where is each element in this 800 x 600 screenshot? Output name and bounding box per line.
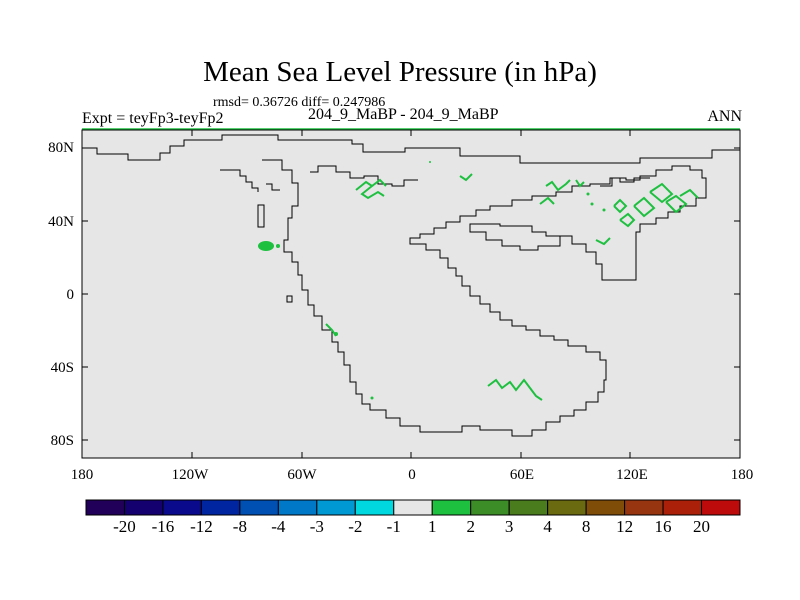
colorbar-label: 3 <box>504 517 514 536</box>
contour-siberia-2 <box>545 179 571 192</box>
contour-atlantic-1 <box>355 180 385 200</box>
colorbar-label: -8 <box>232 517 247 536</box>
colorbar-swatch <box>316 499 356 516</box>
island-2 <box>286 295 293 303</box>
colorbar-swatch <box>200 499 241 516</box>
colorbar-label: 16 <box>654 517 672 536</box>
contour-asia-1 <box>539 196 555 205</box>
contour-asia-7 <box>665 194 688 214</box>
contour-asia-5 <box>633 196 656 218</box>
case-names: 204_9_MaBP - 204_9_MaBP <box>308 106 499 123</box>
contour-atlantic-2 <box>371 178 387 187</box>
season-label: ANN <box>707 108 742 125</box>
contour-dot-5 <box>590 202 594 206</box>
contour-asia-3 <box>613 198 628 214</box>
colorbar-swatch <box>354 499 395 516</box>
lon-label-0: 0 <box>408 467 416 483</box>
colorbar-swatch <box>123 499 164 516</box>
lon-label-120e: 120E <box>616 467 648 483</box>
lat-label-40s: 40S <box>50 360 74 376</box>
contour-dot-2 <box>370 396 374 400</box>
contour-siberia-1 <box>459 173 473 182</box>
colorbar-swatch <box>162 499 202 516</box>
contour-fill-pacific <box>258 241 274 251</box>
colorbar <box>85 499 741 516</box>
lon-label-180w: 180 <box>70 467 94 483</box>
coastline-fragment-2 <box>266 183 280 191</box>
lat-label-80n: 80N <box>48 140 74 156</box>
contour-asia-6 <box>649 182 674 204</box>
lon-ticks <box>191 130 631 458</box>
lon-label-120w: 120W <box>171 467 209 483</box>
contour-dot-6 <box>429 161 431 163</box>
colorbar-swatch <box>662 499 703 516</box>
colorbar-label: -4 <box>271 517 286 536</box>
coastline-fragment-1 <box>220 169 259 192</box>
lat-label-80s: 80S <box>50 433 74 449</box>
colorbar-label: -2 <box>348 517 363 536</box>
lat-label-0: 0 <box>66 287 75 303</box>
colorbar-label: 8 <box>581 517 591 536</box>
island-1 <box>257 204 265 228</box>
contour-dot-3 <box>586 192 590 196</box>
colorbar-swatch <box>508 499 549 516</box>
colorbar-label: 2 <box>466 517 475 536</box>
colorbar-swatch <box>547 499 587 516</box>
colorbar-label: -20 <box>113 517 136 536</box>
lon-label-60e: 60E <box>509 467 535 483</box>
colorbar-label: -12 <box>190 517 213 536</box>
coastlines <box>82 134 740 437</box>
colorbar-swatch <box>393 499 433 516</box>
experiment-label: Expt = teyFp3-teyFp2 <box>82 110 224 127</box>
colorbar-label: -16 <box>151 517 175 536</box>
stats-line: rmsd= 0.36726 diff= 0.247986 <box>213 95 386 110</box>
colorbar-label: -1 <box>386 517 401 536</box>
map-background <box>82 130 740 458</box>
lat-label-40n: 40N <box>48 214 74 230</box>
positive-contour-fills <box>258 161 606 400</box>
colorbar-swatch <box>239 499 279 516</box>
lat-ticks <box>82 147 740 441</box>
colorbar-label: 1 <box>427 517 437 536</box>
colorbar-swatch <box>701 499 741 516</box>
coastline-arctic-lobe-1 <box>310 165 418 187</box>
contour-dot-4 <box>602 208 606 212</box>
colorbar-swatch <box>585 499 626 516</box>
contour-asia-4 <box>619 212 636 228</box>
contour-dot-1 <box>276 244 280 248</box>
contour-siberia-3 <box>575 179 585 188</box>
coastline-polar <box>82 134 740 164</box>
colorbar-label: 12 <box>616 517 634 536</box>
contour-southern <box>487 378 543 401</box>
coastline-arctic-lobe-2 <box>600 177 650 187</box>
contour-asia-8 <box>679 188 699 199</box>
colorbar-swatch <box>470 499 510 516</box>
colorbar-swatch <box>277 499 318 516</box>
colorbar-swatch <box>431 499 472 516</box>
lon-label-60w: 60W <box>287 467 317 483</box>
colorbar-swatch <box>624 499 664 516</box>
coastline-americas <box>262 159 707 437</box>
colorbar-label: 20 <box>693 517 711 536</box>
contour-asia-2 <box>595 237 611 246</box>
contour-dot-7 <box>334 332 338 336</box>
lon-label-180e: 180 <box>730 467 754 483</box>
chart-title: Mean Sea Level Pressure (in hPa) <box>203 56 597 88</box>
colorbar-swatch <box>85 499 125 516</box>
colorbar-label: -3 <box>309 517 324 536</box>
colorbar-label: 4 <box>543 517 552 536</box>
